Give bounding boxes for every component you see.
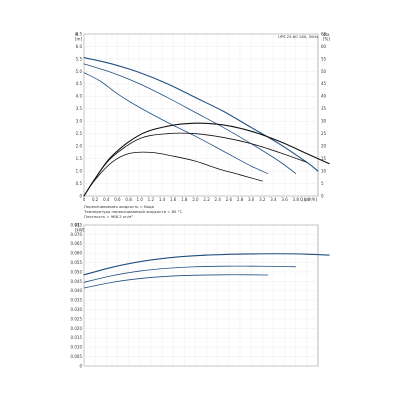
upper-grid <box>83 33 318 197</box>
upper-y2-tick-label: 10 <box>321 168 327 173</box>
upper-x-tick-label: 3.2 <box>259 197 266 202</box>
head-curve-3 <box>83 72 269 174</box>
upper-y-tick-label: 0 <box>79 193 82 198</box>
lower-y-tick-label: 0.030 <box>71 307 83 312</box>
upper-x-tick-label: 0 <box>83 197 86 202</box>
upper-y2-tick-label: 20 <box>321 144 327 149</box>
upper-plot-frame <box>83 33 319 197</box>
efficiency-curve-4 <box>83 122 330 197</box>
upper-x-tick-label: 0.6 <box>114 197 121 202</box>
upper-x-tick-label: 1.6 <box>170 197 177 202</box>
head-curve-2 <box>83 63 297 174</box>
lower-y-tick-label: 0.005 <box>71 354 83 359</box>
power-curve-3 <box>83 274 269 289</box>
upper-x-tick-label: 2.4 <box>215 197 222 202</box>
upper-x-tick-label: 0.8 <box>125 197 132 202</box>
chart-legend-label: UPS 25-60 180, 50Hz <box>278 34 318 39</box>
upper-y2-tick-label: 60 <box>321 44 327 49</box>
lower-y-tick-label: 0.060 <box>71 251 83 256</box>
upper-x-axis-title: Q [m³/h] <box>300 197 317 202</box>
lower-y-tick-label: 0.065 <box>71 241 83 246</box>
lower-y-tick-label: 0 <box>79 363 82 368</box>
upper-x-tick-label: 1.0 <box>137 197 144 202</box>
upper-y2-tick-label: 35 <box>321 106 327 111</box>
upper-x-tick-label: 2.8 <box>237 197 244 202</box>
upper-y-tick-label: 3.5 <box>76 106 83 111</box>
upper-x-tick-label: 2.6 <box>226 197 233 202</box>
upper-y-tick-label: 5.5 <box>76 56 83 61</box>
upper-y-tick-label: 6.0 <box>76 44 83 49</box>
efficiency-curve-6 <box>83 151 263 197</box>
upper-y-tick-label: 6.5 <box>76 31 83 36</box>
upper-x-tick-label: 3.4 <box>270 197 277 202</box>
lower-y-tick-label: 0.055 <box>71 260 83 265</box>
upper-y2-tick-label: 65 <box>321 31 327 36</box>
upper-x-tick-label: 3.0 <box>248 197 255 202</box>
lower-y-tick-label: 0.025 <box>71 316 83 321</box>
upper-x-tick-label: 2.0 <box>192 197 199 202</box>
upper-x-tick-label: 1.2 <box>148 197 155 202</box>
upper-y-tick-label: 2.0 <box>76 144 83 149</box>
head-curve-1 <box>83 57 319 172</box>
upper-y-tick-label: 2.5 <box>76 131 83 136</box>
power-curve-2 <box>83 265 297 283</box>
upper-y2-tick-label: 0 <box>321 193 324 198</box>
fluid-note-3: Плотность = 968.2 кг/м³ <box>84 214 133 219</box>
upper-x-tick-label: 1.8 <box>181 197 188 202</box>
upper-y-tick-label: 4.0 <box>76 94 83 99</box>
upper-y-tick-label: 4.5 <box>76 81 83 86</box>
lower-curves <box>83 253 330 289</box>
lower-plot-frame <box>83 224 319 367</box>
lower-y-tick-label: 0.050 <box>71 269 83 274</box>
upper-x-tick-label: 4.0 <box>304 197 311 202</box>
upper-y2-tick-label: 25 <box>321 131 327 136</box>
upper-y-tick-label: 1.5 <box>76 156 83 161</box>
fluid-note-2: Температура перекачиваемой жидкости = 85… <box>83 209 183 214</box>
lower-y-tick-label: 0.015 <box>71 335 83 340</box>
lower-y-tick-label: 0.040 <box>71 288 83 293</box>
upper-x-tick-label: 3.6 <box>281 197 288 202</box>
lower-y-tick-label: 0.020 <box>71 326 83 331</box>
upper-x-tick-label: 2.2 <box>203 197 210 202</box>
efficiency-curve-5 <box>83 132 308 197</box>
lower-y-tick-label: 0.035 <box>71 298 83 303</box>
upper-curves <box>83 57 330 197</box>
upper-x-tick-label: 1.4 <box>159 197 166 202</box>
lower-y-tick-label: 0.045 <box>71 279 83 284</box>
lower-grid <box>83 224 318 367</box>
upper-y2-tick-label: 15 <box>321 156 327 161</box>
upper-ticks: 0 0.2 0.4 0.6 0.8 1.0 1.2 1.4 1.6 1.8 2.0 2.2 2.4 2.6… <box>76 31 327 202</box>
upper-right-axis-title: eta [%] <box>323 32 330 42</box>
lower-y-tick-label: 0.010 <box>71 345 83 350</box>
lower-left-axis-title: P1 [kW] <box>75 223 85 233</box>
upper-y-tick-label: 5.0 <box>76 69 83 74</box>
upper-left-axis-title: H [m] <box>75 32 82 42</box>
upper-x-tick-label: 3.8 <box>293 197 300 202</box>
upper-x-tick-label: 0.4 <box>103 197 110 202</box>
power-curve-1 <box>83 253 330 276</box>
lower-y-tick-label: 0.070 <box>71 232 83 237</box>
upper-y2-tick-label: 45 <box>321 81 327 86</box>
upper-y2-tick-label: 40 <box>321 94 327 99</box>
fluid-note-1: Перекачиваемая жидкость = Вода <box>84 204 154 209</box>
upper-y-tick-label: 0.5 <box>76 181 83 186</box>
upper-y2-tick-label: 5 <box>321 181 324 186</box>
lower-ticks: 0.075 0.070 0.065 0.060 0.055 0.050 0.045 0.040… <box>71 222 83 368</box>
upper-y2-tick-label: 30 <box>321 119 327 124</box>
upper-y-tick-label: 1.0 <box>76 168 83 173</box>
upper-y-tick-label: 3.0 <box>76 119 83 124</box>
lower-y-tick-label: 0.075 <box>71 222 83 227</box>
upper-y2-tick-label: 55 <box>321 56 327 61</box>
upper-x-tick-label: 0.2 <box>92 197 99 202</box>
upper-y2-tick-label: 50 <box>321 69 327 74</box>
